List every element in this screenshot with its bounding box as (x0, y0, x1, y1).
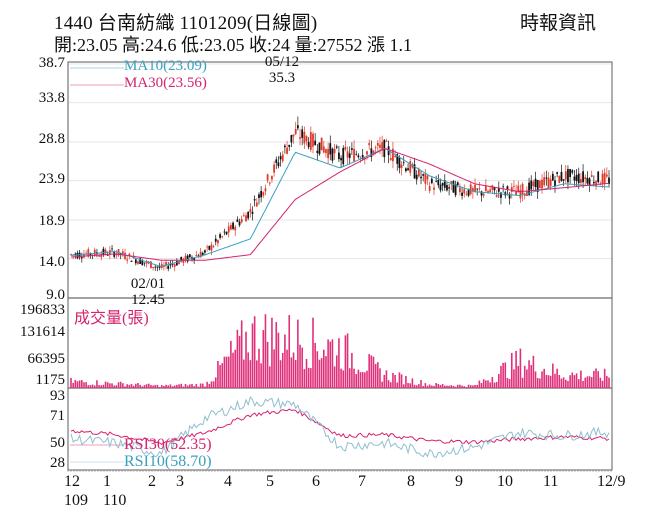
price-ytick: 18.9 (38, 213, 65, 229)
ohlc-quote: 開:23.05 高:24.6 低:23.05 收:24 量:27552 漲 1.… (54, 35, 413, 55)
chart-title: 1440 台南紡織 1101209(日線圖) (54, 13, 318, 34)
high-date-annotation: 05/12 (264, 54, 300, 70)
xtick-year: 110 (103, 492, 127, 509)
volume-ytick: 131614 (20, 324, 65, 340)
ma30-legend: MA30(23.56) (124, 75, 207, 91)
volume-ytick: 1175 (35, 372, 65, 388)
xtick-month: 7 (358, 473, 366, 490)
volume-ytick: 66395 (27, 351, 66, 367)
price-ytick: 38.7 (38, 55, 65, 71)
xtick-month: 6 (312, 473, 320, 490)
price-ytick: 14.0 (38, 254, 65, 270)
xtick-month: 3 (176, 473, 184, 490)
price-ytick: 28.8 (38, 131, 65, 147)
price-ytick: 9.0 (46, 287, 65, 303)
rsi-ytick: 50 (50, 435, 65, 451)
brand-logo-text: 時報資訊 (520, 13, 597, 34)
rsi10-legend: RSI10(58.70) (124, 453, 212, 470)
xtick-month: 8 (407, 473, 415, 490)
rsi-ytick: 28 (50, 455, 65, 471)
price-ytick: 33.8 (38, 90, 65, 106)
low-date-annotation: 02/01 (130, 276, 166, 292)
rsi-ytick: 71 (50, 408, 65, 424)
xtick-month: 10 (497, 473, 513, 490)
rsi-ytick: 93 (50, 388, 65, 404)
xtick-month: 12/9 (597, 473, 626, 490)
xtick-month: 1 (103, 473, 111, 490)
xtick-month: 11 (543, 473, 559, 490)
xtick-month: 5 (266, 473, 274, 490)
low-value-annotation: 12.45 (131, 292, 165, 308)
volume-label: 成交量(張) (74, 310, 149, 327)
ma10-legend: MA10(23.09) (124, 58, 207, 74)
high-value-annotation: 35.3 (268, 70, 296, 86)
xtick-month: 12 (64, 473, 80, 490)
xtick-month: 4 (224, 473, 232, 490)
rsi30-legend: RSI30(52.35) (124, 436, 212, 453)
volume-ytick: 196833 (20, 302, 65, 318)
xtick-month: 2 (148, 473, 156, 490)
xtick-year: 109 (64, 492, 88, 509)
price-ytick: 23.9 (38, 171, 65, 187)
xtick-month: 9 (455, 473, 463, 490)
